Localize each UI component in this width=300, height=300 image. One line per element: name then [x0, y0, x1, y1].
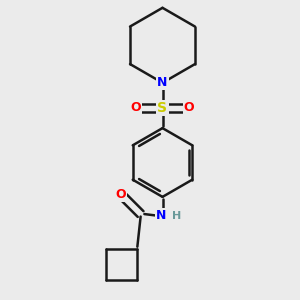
Text: N: N	[156, 209, 166, 222]
Text: O: O	[116, 188, 126, 201]
Text: O: O	[184, 101, 194, 114]
Text: S: S	[158, 101, 167, 115]
Text: N: N	[157, 76, 168, 89]
Text: O: O	[130, 101, 141, 114]
Text: H: H	[172, 211, 181, 220]
